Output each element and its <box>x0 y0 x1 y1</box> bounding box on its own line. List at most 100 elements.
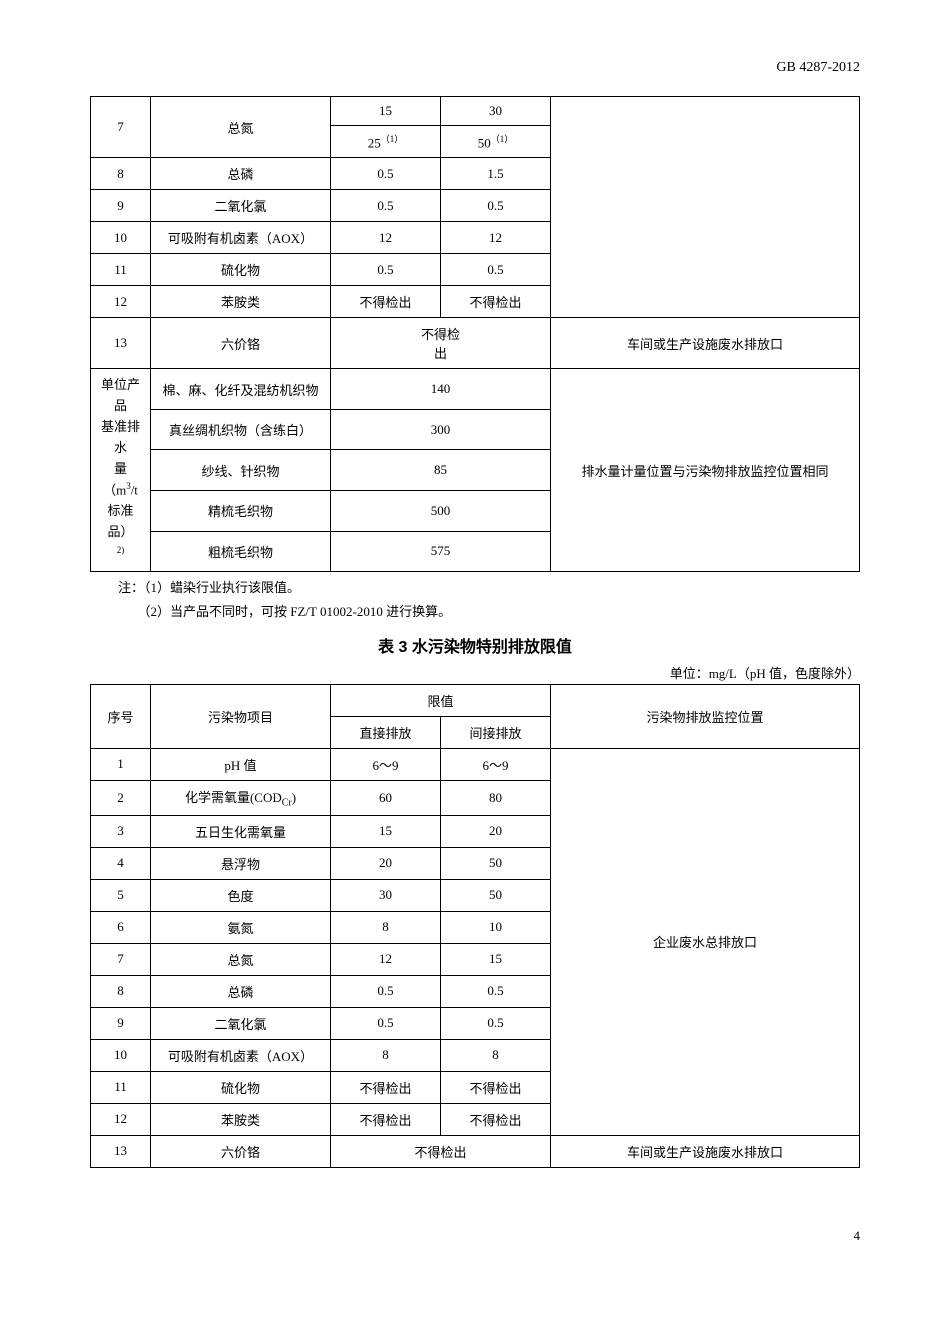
cell-no: 13 <box>91 318 151 369</box>
header-loc: 污染物排放监控位置 <box>551 684 860 748</box>
cell-val: 15 <box>331 97 441 126</box>
cell-name: 化学需氧量(CODCr) <box>151 780 331 815</box>
cell-val: 0.5 <box>331 158 441 190</box>
cell-name: 总磷 <box>151 975 331 1007</box>
cell-no: 6 <box>91 911 151 943</box>
cell-no: 4 <box>91 847 151 879</box>
cell-val: 12 <box>331 943 441 975</box>
cell-name: 真丝绸机织物（含练白） <box>151 409 331 450</box>
cell-val: 50 <box>441 847 551 879</box>
cell-name: 六价铬 <box>151 318 331 369</box>
cell-loc: 车间或生产设施废水排放口 <box>551 1135 860 1167</box>
table-2: 序号 污染物项目 限值 污染物排放监控位置 直接排放 间接排放 1 pH 值 6… <box>90 684 860 1168</box>
cell-val: 50（1） <box>441 126 551 158</box>
cell-name: 氨氮 <box>151 911 331 943</box>
unit-line: 单位：mg/L（pH 值，色度除外） <box>90 663 860 682</box>
header-indirect: 间接排放 <box>441 716 551 748</box>
cell-val: 20 <box>331 847 441 879</box>
cell-name: 总磷 <box>151 158 331 190</box>
cell-name: 可吸附有机卤素（AOX） <box>151 1039 331 1071</box>
cell-no: 8 <box>91 975 151 1007</box>
cell-no: 7 <box>91 97 151 158</box>
page-number: 4 <box>90 1228 860 1244</box>
cell-name: 苯胺类 <box>151 1103 331 1135</box>
cell-no: 12 <box>91 1103 151 1135</box>
cell-name: 棉、麻、化纤及混纺机织物 <box>151 369 331 410</box>
header-limit: 限值 <box>331 684 551 716</box>
cell-no: 3 <box>91 815 151 847</box>
cell-no: 10 <box>91 1039 151 1071</box>
cell-name: pH 值 <box>151 748 331 780</box>
cell-no: 9 <box>91 190 151 222</box>
cell-val: 不得检出 <box>441 286 551 318</box>
table-row: 13 六价铬 不得检 出 车间或生产设施废水排放口 <box>91 318 860 369</box>
header-direct: 直接排放 <box>331 716 441 748</box>
cell-name: 硫化物 <box>151 254 331 286</box>
table-row: 1 pH 值 6～9 6～9 企业废水总排放口 <box>91 748 860 780</box>
cell-no: 13 <box>91 1135 151 1167</box>
cell-val: 0.5 <box>331 190 441 222</box>
cell-val: 85 <box>331 450 551 491</box>
cell-val: 6～9 <box>331 748 441 780</box>
cell-val: 8 <box>441 1039 551 1071</box>
cell-val: 8 <box>331 1039 441 1071</box>
table-notes: 注：（1）蜡染行业执行该限值。 注：（2）当产品不同时，可按 FZ/T 0100… <box>118 576 860 623</box>
cell-val: 12 <box>331 222 441 254</box>
cell-val: 0.5 <box>331 1007 441 1039</box>
cell-val: 不得检出 <box>331 1103 441 1135</box>
cell-val: 12 <box>441 222 551 254</box>
cell-no: 9 <box>91 1007 151 1039</box>
cell-name: 二氧化氯 <box>151 190 331 222</box>
cell-val: 0.5 <box>331 254 441 286</box>
cell-val: 300 <box>331 409 551 450</box>
cell-val: 50 <box>441 879 551 911</box>
cell-val: 8 <box>331 911 441 943</box>
cell-val: 0.5 <box>441 1007 551 1039</box>
cell-loc: 车间或生产设施废水排放口 <box>551 318 860 369</box>
cell-val: 不得检出 <box>331 1071 441 1103</box>
cell-val: 60 <box>331 780 441 815</box>
cell-name: 总氮 <box>151 97 331 158</box>
cell-val: 15 <box>331 815 441 847</box>
table-row: 单位产品 基准排水 量（m3/t 标准品） 2) 棉、麻、化纤及混纺机织物 14… <box>91 369 860 410</box>
cell-val: 不得检 出 <box>331 318 551 369</box>
table-row: 7 总氮 15 30 <box>91 97 860 126</box>
cell-name: 悬浮物 <box>151 847 331 879</box>
cell-unit-header: 单位产品 基准排水 量（m3/t 标准品） 2) <box>91 369 151 572</box>
cell-val: 不得检出 <box>441 1071 551 1103</box>
table-2-title: 表 3 水污染物特别排放限值 <box>90 633 860 657</box>
cell-val: 1.5 <box>441 158 551 190</box>
cell-no: 10 <box>91 222 151 254</box>
cell-no: 1 <box>91 748 151 780</box>
cell-val: 不得检出 <box>331 286 441 318</box>
cell-no: 8 <box>91 158 151 190</box>
cell-val: 30 <box>441 97 551 126</box>
cell-no: 7 <box>91 943 151 975</box>
cell-val: 80 <box>441 780 551 815</box>
cell-no: 5 <box>91 879 151 911</box>
cell-val: 25（1） <box>331 126 441 158</box>
cell-loc: 排水量计量位置与污染物排放监控位置相同 <box>551 369 860 572</box>
cell-val: 0.5 <box>441 254 551 286</box>
table-1: 7 总氮 15 30 25（1） 50（1） 8 总磷 0.5 1.5 9 二氧… <box>90 96 860 572</box>
cell-val: 15 <box>441 943 551 975</box>
table-header-row: 序号 污染物项目 限值 污染物排放监控位置 <box>91 684 860 716</box>
cell-loc: 企业废水总排放口 <box>551 748 860 1135</box>
cell-name: 粗梳毛织物 <box>151 531 331 572</box>
cell-val: 575 <box>331 531 551 572</box>
table-row: 13 六价铬 不得检出 车间或生产设施废水排放口 <box>91 1135 860 1167</box>
cell-val: 500 <box>331 491 551 532</box>
cell-empty <box>551 97 860 318</box>
cell-name: 纱线、针织物 <box>151 450 331 491</box>
cell-name: 六价铬 <box>151 1135 331 1167</box>
cell-name: 色度 <box>151 879 331 911</box>
cell-val: 30 <box>331 879 441 911</box>
header-seq: 序号 <box>91 684 151 748</box>
cell-no: 12 <box>91 286 151 318</box>
cell-val: 20 <box>441 815 551 847</box>
cell-val: 0.5 <box>331 975 441 1007</box>
cell-no: 2 <box>91 780 151 815</box>
cell-val: 0.5 <box>441 975 551 1007</box>
cell-val: 6～9 <box>441 748 551 780</box>
cell-name: 可吸附有机卤素（AOX） <box>151 222 331 254</box>
